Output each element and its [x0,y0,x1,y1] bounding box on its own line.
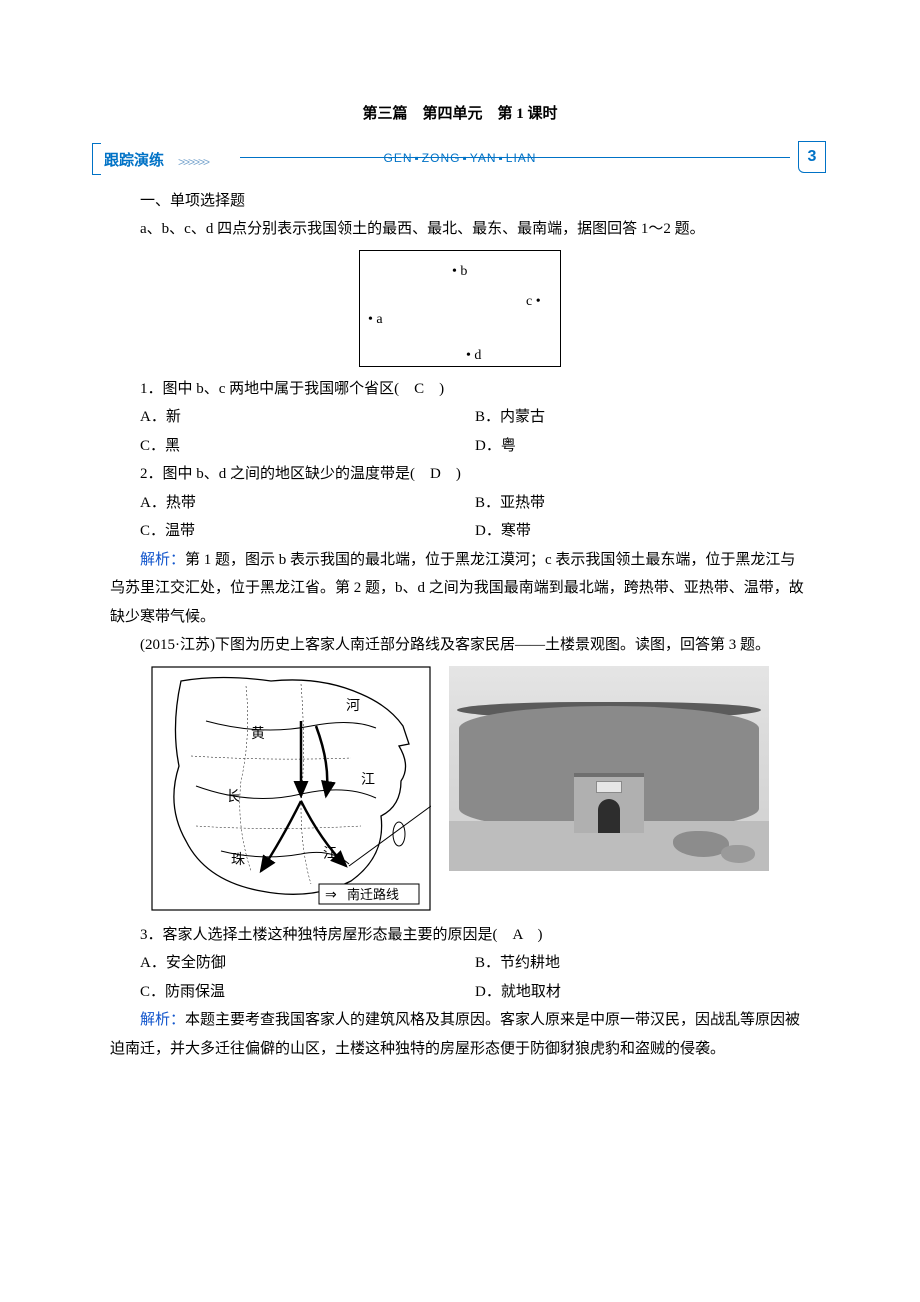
pinyin-3: YAN [470,151,497,165]
chevron-icon: >>>>>> [178,151,208,174]
dash-icon: ▪ [415,151,420,165]
q3-stem: 3．客家人选择土楼这种独特房屋形态最主要的原因是( A ) [110,921,810,950]
q2-opt-d: D．寒带 [475,517,810,546]
q2-options-cd: C．温带 D．寒带 [110,517,810,546]
intro-text-2: (2015·江苏)下图为历史上客家人南迁部分路线及客家民居——土楼景观图。读图，… [110,631,810,660]
point-b: • b [452,259,467,286]
q3-options-ab: A．安全防御 B．节约耕地 [110,949,810,978]
q2-opt-b: B．亚热带 [475,489,810,518]
page: 第三篇 第四单元 第 1 课时 跟踪演练 >>>>>> GEN▪ZONG▪YAN… [0,0,920,1302]
q3-opt-a: A．安全防御 [140,949,475,978]
q1-opt-a: A．新 [140,403,475,432]
tracker-bar: 跟踪演练 >>>>>> GEN▪ZONG▪YAN▪LIAN 3 [110,143,810,173]
tracker-label: 跟踪演练 [104,147,164,176]
territory-diagram: • b c • • a • d [359,250,561,367]
q1-opt-d: D．粤 [475,432,810,461]
intro-text-1: a、b、c、d 四点分别表示我国领土的最西、最北、最东、最南端，据图回答 1～2… [110,215,810,244]
map-label-chang: 长 [226,789,240,805]
q1-options-cd: C．黑 D．粤 [110,432,810,461]
image-row: 河 黄 江 长 江 珠 ⇒ 南迁路线 [110,666,810,911]
pinyin-1: GEN [384,151,413,165]
section-heading: 一、单项选择题 [110,187,810,216]
analysis-text: 第 1 题，图示 b 表示我国的最北端，位于黑龙江漠河；c 表示我国领土最东端，… [110,552,804,625]
tulou-plaque [596,781,622,793]
point-d: • d [466,343,481,370]
q2-opt-a: A．热带 [140,489,475,518]
analysis-label: 解析： [140,552,185,568]
map-label-jiang1: 江 [361,772,375,788]
bracket-left [92,143,101,175]
q2-options-ab: A．热带 B．亚热带 [110,489,810,518]
q2-stem: 2．图中 b、d 之间的地区缺少的温度带是( D ) [110,460,810,489]
legend-text: 南迁路线 [347,887,399,902]
page-title: 第三篇 第四单元 第 1 课时 [110,100,810,129]
pinyin-2: ZONG [422,151,461,165]
q3-opt-c: C．防雨保温 [140,978,475,1007]
tracker-pinyin: GEN▪ZONG▪YAN▪LIAN [384,147,537,170]
point-a: • a [368,307,383,334]
tracker-number: 3 [798,141,826,173]
q1-options-ab: A．新 B．内蒙古 [110,403,810,432]
analysis-2: 解析：本题主要考查我国客家人的建筑风格及其原因。客家人原来是中原一带汉民，因战乱… [110,1006,810,1063]
analysis-1: 解析：第 1 题，图示 b 表示我国的最北端，位于黑龙江漠河；c 表示我国领土最… [110,546,810,632]
tulou-photo [449,666,769,871]
point-c: c • [526,289,541,316]
map-label-jiang2: 江 [323,846,337,862]
q1-opt-b: B．内蒙古 [475,403,810,432]
map-label-zhu: 珠 [231,852,245,868]
map-label-he: 河 [346,698,360,714]
map-label-huang: 黄 [251,725,265,742]
q3-opt-d: D．就地取材 [475,978,810,1007]
q2-opt-c: C．温带 [140,517,475,546]
q3-options-cd: C．防雨保温 D．就地取材 [110,978,810,1007]
analysis-text: 本题主要考查我国客家人的建筑风格及其原因。客家人原来是中原一带汉民，因战乱等原因… [110,1012,800,1057]
migration-map: 河 黄 江 长 江 珠 ⇒ 南迁路线 [151,666,431,911]
analysis-label: 解析： [140,1012,185,1028]
q1-opt-c: C．黑 [140,432,475,461]
rock-icon [721,845,755,863]
dash-icon: ▪ [462,151,467,165]
q1-stem: 1．图中 b、c 两地中属于我国哪个省区( C ) [110,375,810,404]
pinyin-4: LIAN [506,151,537,165]
dash-icon: ▪ [499,151,504,165]
tulou-door [598,799,620,833]
q3-opt-b: B．节约耕地 [475,949,810,978]
legend-arrow-icon: ⇒ [325,888,337,903]
